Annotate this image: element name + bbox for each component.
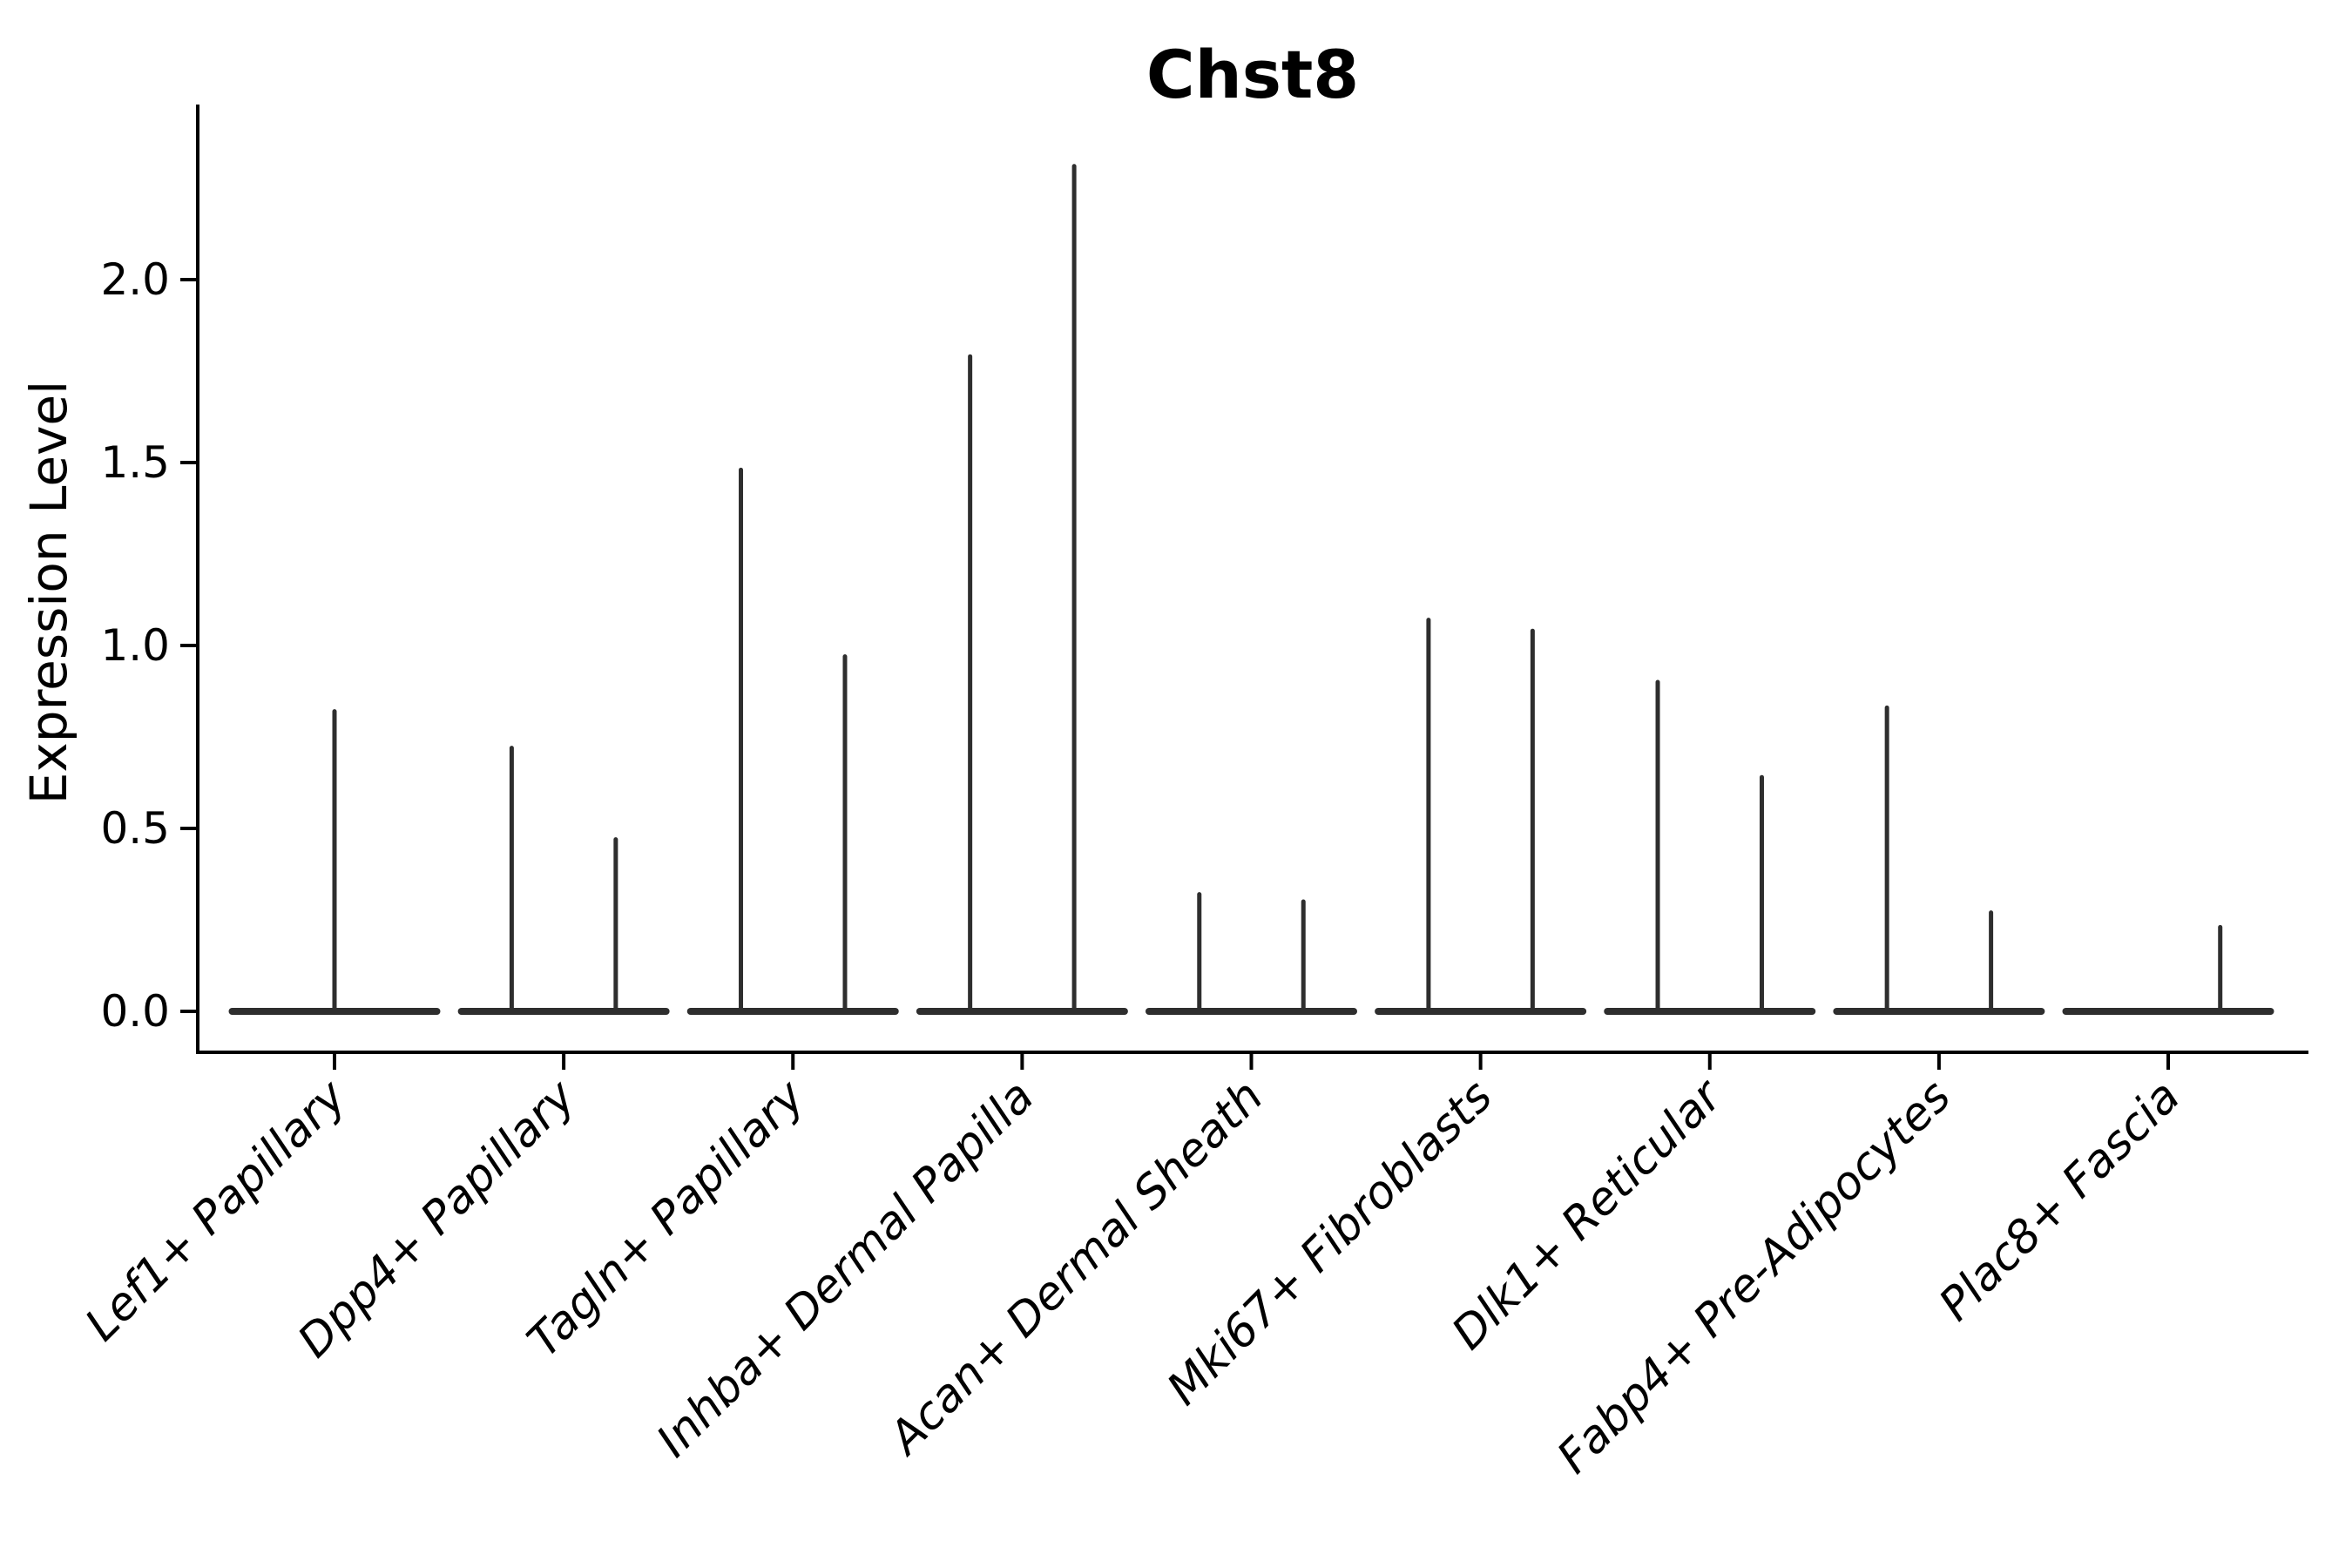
violin-body: [1833, 1008, 2045, 1015]
y-tick-label: 2.0: [100, 254, 170, 305]
y-tick-label: 0.5: [100, 803, 170, 854]
violin-body: [1375, 1008, 1587, 1015]
violin-body: [457, 1008, 670, 1015]
y-tick-label: 0.0: [100, 986, 170, 1037]
y-axis-label: Expression Level: [19, 381, 78, 804]
violin-body: [1604, 1008, 1816, 1015]
x-tick-label: Plac8+ Fascia: [1930, 1071, 2190, 1331]
violin-body: [916, 1008, 1128, 1015]
violin-body: [686, 1008, 899, 1015]
x-tick-label: Acan+ Dermal Sheath: [878, 1071, 1274, 1466]
violin-body: [1146, 1008, 1357, 1015]
x-tick-label: Inhba+ Dermal Papilla: [647, 1071, 1044, 1468]
x-tick-label: Fabp4+ Pre-Adipocytes: [1547, 1071, 1961, 1484]
y-tick-label: 1.5: [100, 437, 170, 488]
chart-title: Chst8: [1146, 36, 1359, 113]
violin-body: [2062, 1008, 2274, 1015]
y-tick-label: 1.0: [100, 620, 170, 671]
